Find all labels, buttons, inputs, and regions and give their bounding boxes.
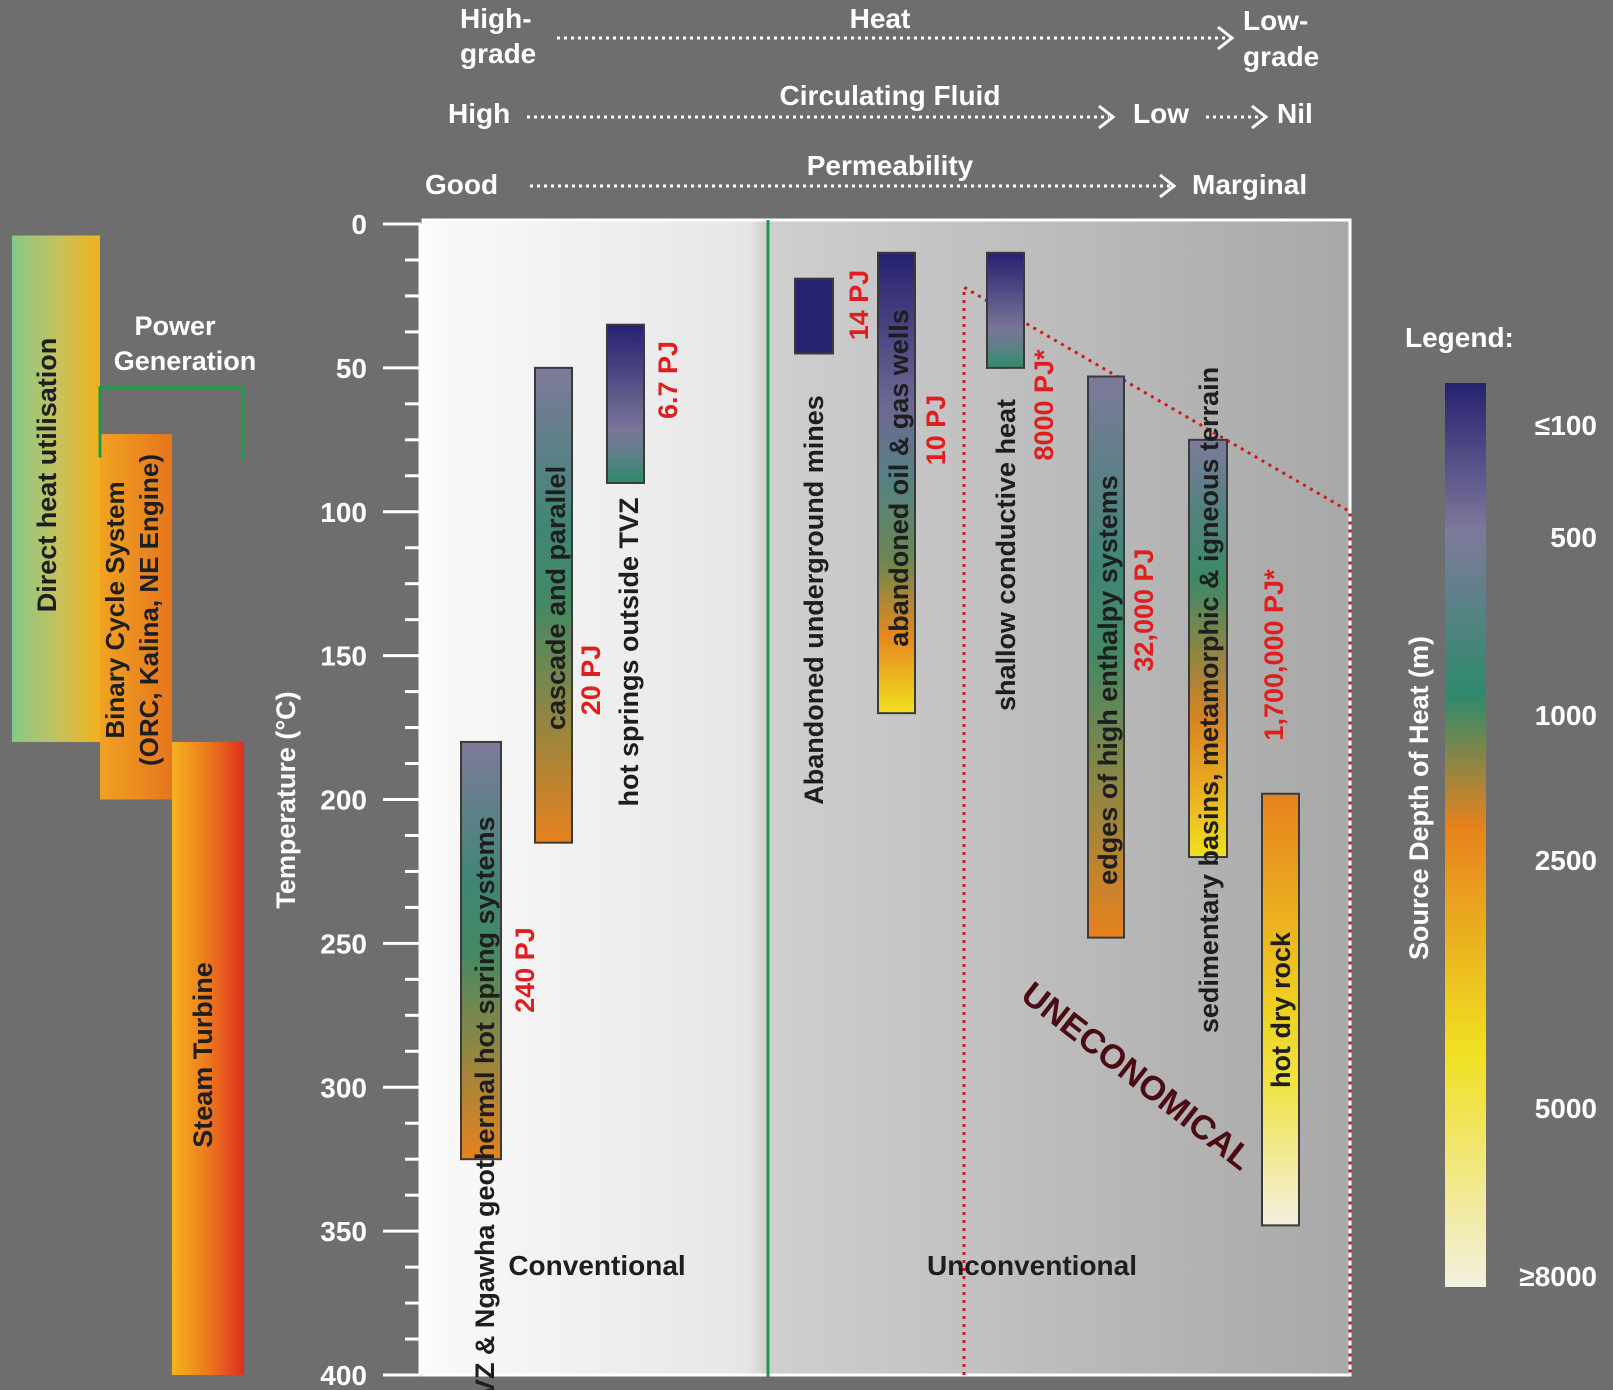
resource-label: hot dry rock xyxy=(1266,931,1296,1088)
heat-grade-label: grade xyxy=(460,38,536,69)
resource-label: abandoned oil & gas wells xyxy=(884,309,914,647)
fluid-nil-label: Nil xyxy=(1277,98,1313,129)
axis-tick-label: 250 xyxy=(320,928,367,959)
permeability-good-label: Good xyxy=(425,169,498,200)
resource-energy-label: 10 PJ xyxy=(921,395,951,466)
power-generation-bracket xyxy=(98,386,245,460)
resource-label: edges of high enthalpy systems xyxy=(1093,475,1123,885)
resource-bar xyxy=(877,251,916,715)
heat-low-label: Low- xyxy=(1243,5,1308,36)
application-bars: Direct heat utilisation Binary Cycle Syst… xyxy=(12,235,257,1375)
fluid-arrow-arrowhead xyxy=(1098,104,1116,130)
axis-title: Temperature (°C) xyxy=(271,691,301,908)
fluid-arrow-2-arrowhead xyxy=(1251,104,1269,130)
legend-tick-label: 1000 xyxy=(1535,700,1597,731)
binary-cycle-bar xyxy=(100,434,172,800)
direct-heat-label: Direct heat utilisation xyxy=(32,338,62,613)
resource-energy-label: 1,700,000 PJ* xyxy=(1259,569,1289,741)
temperature-axis: 0 50 100 150 200 250 300 350 400 Temperature (°C) xyxy=(271,209,422,1390)
legend-title: Legend: xyxy=(1405,322,1514,353)
binary-cycle-sublabel: (ORC, Kalina, NE Engine) xyxy=(134,454,164,766)
header-scales: High-grade Heat Low-grade High Circulating F… xyxy=(425,3,1319,200)
legend-tick-label: 2500 xyxy=(1535,845,1597,876)
resource-bar xyxy=(1188,438,1228,859)
heat-high-label: High- xyxy=(460,3,532,34)
heat-lowgrade-label: grade xyxy=(1243,41,1319,72)
conventional-label: Conventional xyxy=(508,1250,685,1281)
resource-label: hot springs outside TVZ xyxy=(614,498,644,807)
axis-tick-label: 200 xyxy=(320,785,367,816)
steam-turbine-label: Steam Turbine xyxy=(188,962,218,1148)
power-generation-label-2: Generation xyxy=(114,346,257,376)
fluid-high-label: High xyxy=(448,98,510,129)
steam-turbine-bar xyxy=(172,741,244,1375)
permeability-marginal-label: Marginal xyxy=(1192,169,1307,200)
direct-heat-bar xyxy=(12,235,100,742)
permeability-arrow-arrowhead xyxy=(1159,173,1177,199)
resource-energy-label: 6.7 PJ xyxy=(653,341,683,419)
resource-bars: TVZ & Ngawha geothermal hot spring syste… xyxy=(460,251,1300,1390)
resource-bar xyxy=(794,277,834,355)
resource-bar xyxy=(1261,792,1300,1227)
resource-label: shallow conductive heat xyxy=(991,399,1021,711)
resource-bar xyxy=(606,323,645,484)
axis-tick-label: 400 xyxy=(320,1360,367,1390)
fluid-title: Circulating Fluid xyxy=(780,80,1001,111)
axis-tick-label: 350 xyxy=(320,1216,367,1247)
resource-bar xyxy=(1087,375,1125,939)
legend-tick-label: ≥8000 xyxy=(1519,1261,1597,1292)
resource-energy-label: 20 PJ xyxy=(576,645,606,716)
fluid-low-label: Low xyxy=(1133,98,1189,129)
resource-bar xyxy=(460,740,502,1161)
resource-label: Abandoned underground mines xyxy=(799,395,829,805)
axis-tick-label: 150 xyxy=(320,641,367,672)
unconventional-label: Unconventional xyxy=(927,1250,1137,1281)
legend-tick-label: ≤100 xyxy=(1535,410,1597,441)
legend-tick-label: 500 xyxy=(1550,522,1597,553)
legend-tick-label: 5000 xyxy=(1535,1093,1597,1124)
axis-tick-label: 100 xyxy=(320,497,367,528)
resource-bar xyxy=(534,366,573,844)
resource-label: sedimentary basins, metamorphic & igneou… xyxy=(1194,367,1224,1033)
resource-energy-label: 8000 PJ* xyxy=(1029,349,1059,461)
resource-label: TVZ & Ngawha geothermal hot spring syste… xyxy=(470,816,500,1390)
binary-cycle-label: Binary Cycle System xyxy=(100,481,130,738)
resource-label: cascade and parallel xyxy=(541,466,571,730)
power-generation-label: Power xyxy=(134,311,216,341)
axis-tick-label: 0 xyxy=(351,209,367,240)
axis-tick-label: 300 xyxy=(320,1072,367,1103)
resource-energy-label: 14 PJ xyxy=(844,270,874,341)
permeability-title: Permeability xyxy=(807,150,974,181)
heat-title: Heat xyxy=(850,3,911,34)
resource-bar xyxy=(986,251,1025,369)
legend-color-bar xyxy=(1445,383,1486,1287)
depth-legend: Legend: ≤100 500 1000 2500 5000 ≥8000 Source De… xyxy=(1404,322,1597,1292)
legend-axis-title: Source Depth of Heat (m) xyxy=(1404,636,1434,960)
resource-energy-label: 32,000 PJ xyxy=(1129,548,1159,671)
axis-tick-label: 50 xyxy=(336,353,367,384)
heat-arrow-arrowhead xyxy=(1217,25,1235,51)
resource-energy-label: 240 PJ xyxy=(510,927,540,1013)
